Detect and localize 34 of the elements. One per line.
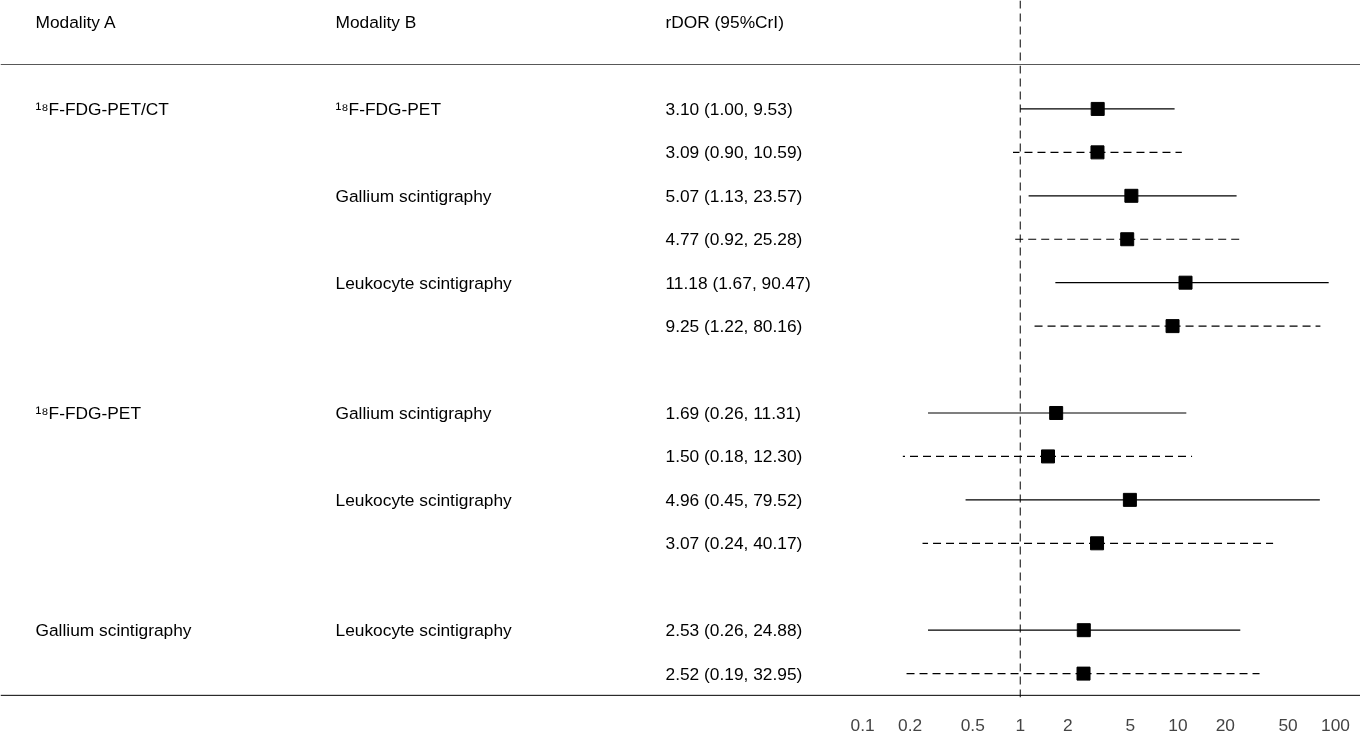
x-tick-label: 0.1	[850, 714, 875, 735]
annotation: Gallium scintigraphy	[335, 402, 492, 423]
x-tick-label: 20	[1215, 714, 1235, 735]
annotation: Gallium scintigraphy	[35, 620, 192, 641]
y-tick-label: 2.52 (0.19, 32.95)	[665, 663, 803, 684]
x-tick-label: 100	[1321, 714, 1350, 735]
annotation: ¹⁸F-FDG-PET	[35, 402, 142, 423]
y-tick-label: 2.53 (0.26, 24.88)	[665, 620, 803, 641]
x-tick-label: 50	[1278, 714, 1298, 735]
x-tick-label: 0.5	[960, 714, 985, 735]
annotation: Leukocyte scintigraphy	[335, 272, 513, 293]
text: Modality B	[335, 11, 417, 32]
x-tick-label: 5	[1125, 714, 1136, 735]
y-tick-label: 4.96 (0.45, 79.52)	[665, 489, 803, 510]
annotation: Leukocyte scintigraphy	[335, 489, 513, 510]
y-tick-label: 3.07 (0.24, 40.17)	[665, 533, 803, 554]
y-tick-label: 1.50 (0.18, 12.30)	[665, 446, 803, 467]
y-tick-label: 3.10 (1.00, 9.53)	[665, 98, 793, 119]
y-tick-label: 3.09 (0.90, 10.59)	[665, 142, 803, 163]
y-tick-label: 9.25 (1.22, 80.16)	[665, 316, 803, 337]
annotation: Gallium scintigraphy	[335, 185, 492, 206]
annotation: ¹⁸F-FDG-PET	[335, 98, 442, 119]
x-tick-label: 0.2	[898, 714, 923, 735]
y-tick-label: 11.18 (1.67, 90.47)	[665, 272, 811, 293]
x-tick-label: 1	[1015, 714, 1026, 735]
x-tick-label: 2	[1062, 714, 1073, 735]
text: rDOR (95%CrI)	[665, 11, 784, 32]
annotation: Leukocyte scintigraphy	[335, 620, 513, 641]
annotation: ¹⁸F-FDG-PET/CT	[35, 98, 170, 119]
text: Modality A	[35, 11, 116, 32]
y-tick-label: 5.07 (1.13, 23.57)	[665, 185, 803, 206]
x-tick-label: 10	[1168, 714, 1188, 735]
y-tick-label: 1.69 (0.26, 11.31)	[665, 402, 802, 423]
y-tick-label: 4.77 (0.92, 25.28)	[665, 229, 803, 250]
